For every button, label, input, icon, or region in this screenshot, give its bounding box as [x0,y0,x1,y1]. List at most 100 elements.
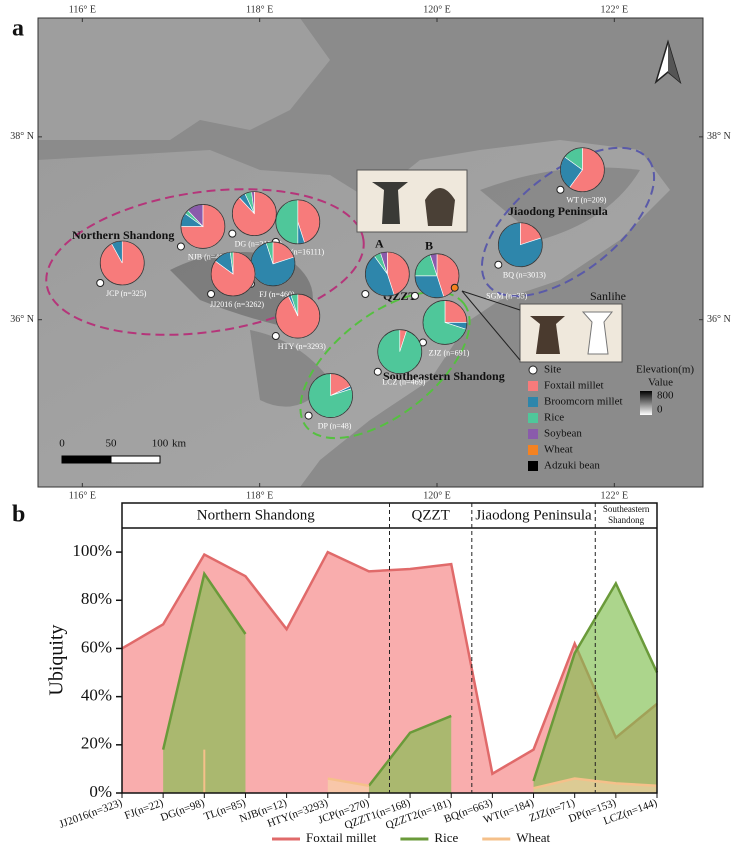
legend-label: Adzuki bean [544,460,600,472]
legend-label: Foxtail millet [544,380,604,392]
site-dot [207,289,216,298]
pie-outline [560,147,605,193]
area-fill [163,573,246,793]
elevation-min: 0 [657,404,663,416]
legend-label: Wheat [516,830,550,845]
area-fill [368,715,452,793]
pie-outline [275,199,321,245]
legend-swatch [528,445,538,455]
legend-site-symbol [528,365,538,375]
pie-outline [497,222,543,268]
site-label: FJ (n=460) [259,290,295,299]
lon-tick-label: 116° E [69,490,96,501]
area-line [121,550,658,776]
lon-tick-label: 118° E [246,490,273,501]
legend-label: Rice [434,830,458,845]
elevation-ramp [640,391,652,415]
inset-label: Sanlihe [590,289,626,303]
legend-label: Soybean [544,428,582,440]
y-tick-label: 0% [89,782,112,801]
pie-outline [231,191,277,237]
legend-swatch [528,429,538,439]
area-line [161,570,247,750]
artifact-shape [425,188,455,226]
region-label: Northern Shandong [72,228,174,242]
legend-label: Broomcorn millet [544,396,623,408]
site-label: WT (n=209) [566,196,606,205]
site-dot [361,289,370,298]
scale-bar-label: 50 [106,438,118,450]
scale-bar-unit: km [172,438,187,450]
lat-tick-label: 38° N [10,131,34,142]
pie-outline [308,373,354,418]
pie-outline [364,251,410,297]
site-label: DP (n=48) [318,421,352,430]
site-dot [411,291,419,300]
site-dot [176,242,185,251]
north-arrow [668,42,680,82]
y-tick-label: 40% [81,686,112,705]
legend-label: Foxtail millet [306,830,377,845]
pie-outline [180,204,226,249]
pie-outline [422,300,468,345]
scale-bar-label: 100 [152,438,169,450]
x-tick-label: FJ(n=22) [123,797,165,822]
legend-swatch [528,461,538,471]
y-tick-label: 100% [72,541,112,560]
elevation-subtitle: Value [648,377,673,389]
pie-outline [210,251,256,297]
pie-outline [99,240,145,286]
y-tick-label: 80% [81,589,112,608]
site-label: A [375,237,384,251]
scale-bar-label: 0 [59,438,65,450]
area-chart: Northern Shandong QZZT Jiaodong Peninsula S… [58,502,659,845]
map-marks: 116° E 116° E 118° E 118° E 120° E 120° E 122°… [10,4,730,501]
site-label: DG (n=21566) [235,239,283,248]
site-label: B [425,239,433,253]
lat-tick-label: 36° N [10,314,34,325]
site-dot [556,185,565,194]
lat-tick-label: 36° N [707,314,731,325]
section-label: Northern Shandong [197,507,315,523]
pie-outline [377,329,423,375]
section-label: QZZT [411,507,449,523]
x-tick-label: JJ2016(n=323) [58,797,125,831]
legend-label: Rice [544,412,564,424]
legend-label: Wheat [544,444,573,456]
region-label: Jiaodong Peninsula [508,204,608,218]
lon-tick-label: 122° E [601,490,629,501]
site-label: LCZ (n=469) [382,378,425,387]
region-ellipse [45,188,365,336]
mountains [480,167,640,240]
site-label: ZJZ (n=691) [429,348,470,357]
panel-label: a [12,16,24,42]
area-line [327,777,370,788]
scale-bar-segment [110,455,161,464]
artifact-shape [372,182,408,224]
site-dot [96,279,105,288]
lon-tick-label: 118° E [246,4,273,15]
pie-outline [275,293,321,339]
y-axis-title: Ubiquity [46,624,68,695]
x-tick-label: DG(n=98) [159,797,207,824]
area-fill [327,778,369,793]
site-dot [304,411,313,420]
site-label: BQ (n=3013) [503,271,546,280]
site-label: SGM (n=35) [486,292,528,301]
lon-tick-label: 120° E [423,4,451,15]
connector [461,290,521,311]
site-dot [494,260,503,269]
region-label: Southeastern Shandong [383,369,505,383]
legend-label: Site [544,364,561,376]
section-label: Jiaodong Peninsula [475,507,592,523]
artifact-shape [530,316,565,354]
site-label: JCP (n=325) [106,289,147,298]
panel-label: b [12,502,25,528]
area-line [367,714,452,787]
site-label: JJ2016 (n=3262) [210,300,264,309]
pie-outline [414,253,460,299]
y-tick-label: 60% [81,637,112,656]
legend-swatch [528,413,538,423]
lat-tick-label: 38° N [707,131,731,142]
